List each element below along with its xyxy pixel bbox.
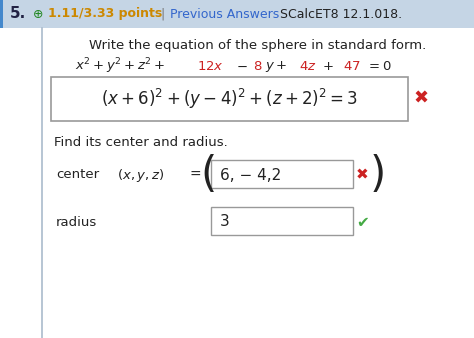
Text: 6, − 4,2: 6, − 4,2 (220, 168, 281, 183)
Text: $47$: $47$ (343, 59, 360, 72)
Text: $12x$: $12x$ (197, 59, 224, 72)
Text: 1.11/3.33 points: 1.11/3.33 points (48, 7, 162, 21)
Text: $8$: $8$ (253, 59, 262, 72)
Text: 5.: 5. (10, 6, 26, 22)
Text: ✖: ✖ (356, 168, 369, 183)
Text: 3: 3 (220, 215, 230, 230)
Text: ): ) (370, 154, 386, 196)
Text: $+$: $+$ (322, 59, 334, 72)
Text: ✖: ✖ (413, 90, 428, 108)
Text: $(x, y, z)$: $(x, y, z)$ (117, 167, 164, 184)
Text: ✔: ✔ (356, 215, 369, 230)
Text: Find its center and radius.: Find its center and radius. (54, 136, 228, 148)
Text: Previous Answers: Previous Answers (170, 7, 279, 21)
Text: ⊕: ⊕ (33, 7, 43, 21)
Text: $x^2 + y^2 + z^2 +$: $x^2 + y^2 + z^2 +$ (75, 56, 165, 76)
Text: $4z$: $4z$ (300, 59, 317, 72)
Text: (: ( (200, 154, 216, 196)
Text: =: = (190, 168, 201, 182)
Text: center: center (56, 169, 99, 182)
Text: |: | (160, 7, 164, 21)
FancyBboxPatch shape (0, 0, 474, 28)
FancyBboxPatch shape (211, 207, 353, 235)
Text: $y +$: $y +$ (265, 58, 287, 73)
FancyBboxPatch shape (0, 0, 3, 28)
Text: $= 0$: $= 0$ (365, 59, 392, 72)
FancyBboxPatch shape (211, 160, 353, 188)
Text: $(x+6)^2+(y-4)^2+(z+2)^2=3$: $(x+6)^2+(y-4)^2+(z+2)^2=3$ (101, 87, 358, 111)
FancyBboxPatch shape (51, 77, 408, 121)
Text: Write the equation of the sphere in standard form.: Write the equation of the sphere in stan… (90, 40, 427, 52)
Text: radius: radius (56, 216, 97, 228)
Text: SCalcET8 12.1.018.: SCalcET8 12.1.018. (280, 7, 402, 21)
Text: $\,-\,$: $\,-\,$ (232, 59, 248, 72)
